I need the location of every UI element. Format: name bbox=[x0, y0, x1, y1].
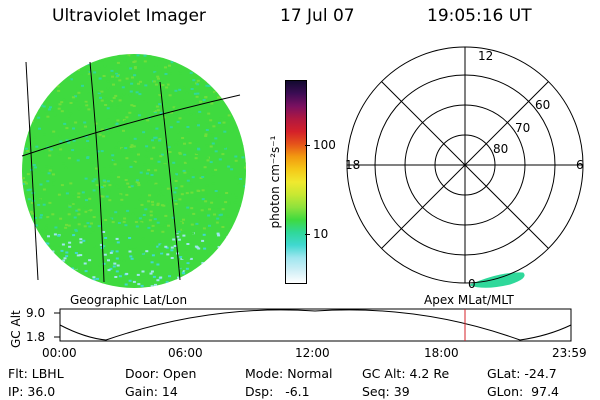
colorbar-tick-100 bbox=[305, 145, 310, 146]
colorbar-tick-label-100: 100 bbox=[313, 138, 336, 152]
altitude-plot: 9.0 1.8 GC Alt bbox=[9, 306, 572, 348]
uvi-image-disc bbox=[22, 54, 246, 288]
colorbar-tick-10 bbox=[305, 234, 310, 235]
glat-info: GLat: -24.7 bbox=[487, 366, 557, 381]
altitude-ylabel: GC Alt bbox=[9, 310, 23, 348]
polar-plot: 12 18 6 0 60 70 80 bbox=[345, 46, 584, 290]
altitude-ytick-label-1-8: 1.8 bbox=[26, 330, 45, 344]
altitude-xtick-00: 00:00 bbox=[42, 346, 77, 360]
colorbar bbox=[285, 80, 307, 284]
aurora-oval bbox=[468, 272, 525, 288]
instrument-title: Ultraviolet Imager bbox=[52, 6, 206, 26]
altitude-curve bbox=[59, 309, 572, 341]
gain-info: Gain: 14 bbox=[125, 384, 178, 399]
mode-info: Mode: Normal bbox=[245, 366, 333, 381]
meridian-diag-2 bbox=[381, 81, 549, 249]
altitude-plot-frame bbox=[59, 308, 572, 342]
geographic-image-panel bbox=[21, 54, 246, 288]
seq-info: Seq: 39 bbox=[362, 384, 410, 399]
date-label: 17 Jul 07 bbox=[280, 6, 355, 26]
dsp-info: Dsp: -6.1 bbox=[245, 384, 310, 399]
altitude-xtick-2359: 23:59 bbox=[552, 346, 587, 360]
colorbar-tick-label-10: 10 bbox=[313, 227, 329, 241]
time-label: 19:05:16 UT bbox=[427, 6, 532, 26]
right-panel-caption: Apex MLat/MLT bbox=[424, 293, 514, 307]
ip-info: IP: 36.0 bbox=[8, 384, 56, 399]
filter-info: Flt: LBHL bbox=[8, 366, 64, 381]
mlat-label-60: 60 bbox=[535, 98, 550, 112]
mlt-label-18: 18 bbox=[345, 158, 360, 172]
mlt-label-0: 0 bbox=[468, 277, 476, 290]
mlat-label-80: 80 bbox=[493, 142, 508, 156]
mlat-label-70: 70 bbox=[515, 121, 530, 135]
left-panel-caption: Geographic Lat/Lon bbox=[70, 293, 188, 307]
colorbar-unit-label: photon cm⁻²s⁻¹ bbox=[268, 135, 282, 229]
mlt-label-12: 12 bbox=[478, 49, 493, 63]
gc-alt-info: GC Alt: 4.2 Re bbox=[362, 366, 450, 381]
door-info: Door: Open bbox=[125, 366, 197, 381]
mlt-label-6: 6 bbox=[576, 158, 584, 172]
glon-info: GLon: 97.4 bbox=[487, 384, 559, 399]
altitude-xtick-12: 12:00 bbox=[295, 346, 330, 360]
altitude-xtick-06: 06:00 bbox=[168, 346, 203, 360]
altitude-ytick-label-9: 9.0 bbox=[26, 306, 45, 320]
geographic-grid-lines bbox=[21, 61, 241, 283]
altitude-xtick-18: 18:00 bbox=[424, 346, 459, 360]
